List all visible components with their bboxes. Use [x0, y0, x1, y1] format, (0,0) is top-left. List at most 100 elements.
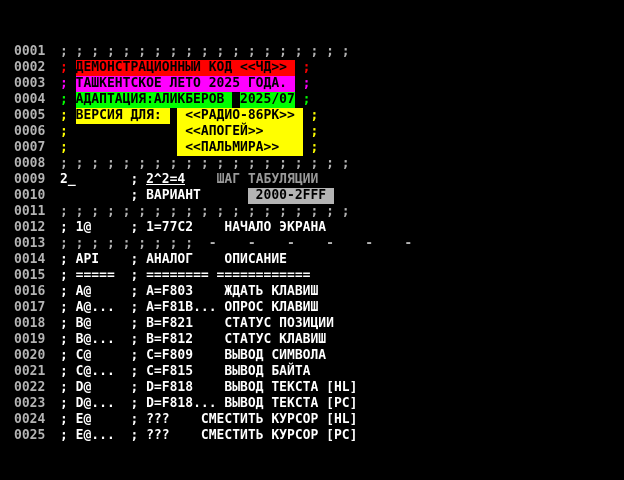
line-content: ; C@... ; C=F815 ВЫВОД БАЙТА [60, 364, 311, 380]
text-run: СМЕСТИТЬ КУРСОР [HL] [200, 412, 358, 428]
text-run: ; ??? [114, 428, 170, 444]
text-run: ; [60, 188, 147, 204]
text-run: ; [60, 92, 76, 108]
text-run [75, 140, 170, 156]
text-run: ; [75, 172, 147, 188]
line-number: 0001 [14, 44, 46, 59]
line-number: 0018 [14, 316, 46, 331]
text-run: <<АПОГЕЙ>> [177, 124, 303, 140]
line-content: ; ВЕРСИЯ ДЛЯ: <<РАДИО-86РК>> ; [60, 108, 319, 124]
text-run [169, 108, 178, 124]
text-run [185, 172, 217, 188]
text-run [193, 252, 225, 268]
line-number: 0024 [14, 412, 46, 427]
text-run: 2025/07 [240, 92, 295, 108]
text-run: ; A@ [60, 284, 92, 300]
text-run: ============ [216, 268, 311, 284]
text-run: ; C@... [60, 364, 115, 380]
text-run: ; API [60, 252, 100, 268]
line-content: ; B@... ; B=F812 СТАТУС КЛАВИШ [60, 332, 327, 348]
text-run [193, 380, 225, 396]
text-run [232, 92, 241, 108]
line-content: ; B@ ; B=F821 СТАТУС ПОЗИЦИИ [60, 316, 334, 332]
text-run: ЖДАТЬ КЛАВИШ [224, 284, 319, 300]
text-run: <<РАДИО-86РК>> [177, 108, 303, 124]
text-run: - - - - - - [193, 236, 413, 252]
line-number: 0014 [14, 252, 46, 267]
text-run: ; ; ; ; ; ; ; ; ; ; ; ; ; ; ; ; ; ; ; [60, 156, 350, 172]
line-number: 0010 [14, 188, 46, 203]
line-content: ; <<ПАЛЬМИРА>> ; [60, 140, 319, 156]
line-content: ; ; ; ; ; ; ; ; ; - - - - - - [60, 236, 413, 252]
text-run: ; АНАЛОГ [99, 252, 194, 268]
line-number: 0020 [14, 348, 46, 363]
text-run: ; D=F818 [91, 380, 194, 396]
text-run: ; [60, 140, 76, 156]
text-run [193, 364, 225, 380]
line-content: ; A@... ; A=F81B... ОПРОС КЛАВИШ [60, 300, 319, 316]
text-run: ВЫВОД ТЕКСТА [PC] [224, 396, 358, 412]
line-content: 2_ ; 2^2=4 ШАГ ТАБУЛЯЦИИ [60, 172, 319, 188]
text-run: ВЫВОД ТЕКСТА [HL] [224, 380, 358, 396]
text-run [216, 396, 225, 412]
text-run: ; D@... [60, 396, 115, 412]
text-run [208, 268, 217, 284]
text-run: ОПИСАНИЕ [224, 252, 287, 268]
text-run: ; ======== [114, 268, 209, 284]
text-run [216, 300, 225, 316]
text-run: ДЕМОНСТРАЦИОННЫЙ КОД <<ЧД>> [75, 60, 295, 76]
text-run: ; C=F815 [114, 364, 194, 380]
text-run: ; C=F809 [91, 348, 194, 364]
text-run: ; A=F81B... [114, 300, 217, 316]
text-run: ; A@... [60, 300, 115, 316]
text-run: ; ; ; ; ; ; ; ; ; [60, 236, 194, 252]
text-run: ; A=F803 [91, 284, 194, 300]
text-run [193, 348, 225, 364]
text-run: 2_ [60, 172, 76, 188]
text-run: ; ; ; ; ; ; ; ; ; ; ; ; ; ; ; ; ; ; ; [60, 44, 350, 60]
line-content: ; ; ; ; ; ; ; ; ; ; ; ; ; ; ; ; ; ; ; [60, 44, 350, 60]
line-number: 0007 [14, 140, 46, 155]
text-run [169, 140, 178, 156]
line-content: ; ===== ; ======== ============ [60, 268, 311, 284]
line-content: ; ; ; ; ; ; ; ; ; ; ; ; ; ; ; ; ; ; ; [60, 204, 350, 220]
text-run: <<ПАЛЬМИРА>> [177, 140, 303, 156]
line-content: ; ; ; ; ; ; ; ; ; ; ; ; ; ; ; ; ; ; ; [60, 156, 350, 172]
line-number: 0005 [14, 108, 46, 123]
line-content: ; ДЕМОНСТРАЦИОННЫЙ КОД <<ЧД>> ; [60, 60, 311, 76]
text-run: ; [294, 92, 311, 108]
text-run: ; [294, 76, 311, 92]
line-content: ; A@ ; A=F803 ЖДАТЬ КЛАВИШ [60, 284, 319, 300]
line-number: 0023 [14, 396, 46, 411]
text-run: ; D=F818... [114, 396, 217, 412]
line-content: ; API ; АНАЛОГ ОПИСАНИЕ [60, 252, 287, 268]
line-content: ; E@ ; ??? СМЕСТИТЬ КУРСОР [HL] [60, 412, 358, 428]
text-run: СМЕСТИТЬ КУРСОР [PC] [200, 428, 358, 444]
line-number: 0017 [14, 300, 46, 315]
text-run: ; E@... [60, 428, 115, 444]
line-number: 0013 [14, 236, 46, 251]
text-run: ; [60, 60, 76, 76]
text-run: АДАПТАЦИЯ:АЛИКБЕРОВ [75, 92, 233, 108]
text-run: ШАГ ТАБУЛЯЦИИ [216, 172, 319, 188]
text-run [193, 332, 225, 348]
line-number: 0025 [14, 428, 46, 443]
text-run: СТАТУС КЛАВИШ [224, 332, 327, 348]
text-run: ; [60, 108, 76, 124]
line-number: 0019 [14, 332, 46, 347]
text-run [200, 188, 248, 204]
line-content: ; ТАШКЕНТСКОЕ ЛЕТО 2025 ГОДА. ; [60, 76, 311, 92]
text-run: ; [60, 124, 76, 140]
line-content: ; E@... ; ??? СМЕСТИТЬ КУРСОР [PC] [60, 428, 358, 444]
line-content: ; ВАРИАНТ 2000-2FFF [60, 188, 334, 204]
text-run [193, 316, 225, 332]
line-content: ; D@... ; D=F818... ВЫВОД ТЕКСТА [PC] [60, 396, 358, 412]
text-run: ; B@... [60, 332, 115, 348]
text-run: ; B=F821 [91, 316, 194, 332]
text-run: ВЫВОД БАЙТА [224, 364, 311, 380]
line-number: 0015 [14, 268, 46, 283]
line-content: ; C@ ; C=F809 ВЫВОД СИМВОЛА [60, 348, 327, 364]
line-content: ; D@ ; D=F818 ВЫВОД ТЕКСТА [HL] [60, 380, 358, 396]
line-number: 0008 [14, 156, 46, 171]
